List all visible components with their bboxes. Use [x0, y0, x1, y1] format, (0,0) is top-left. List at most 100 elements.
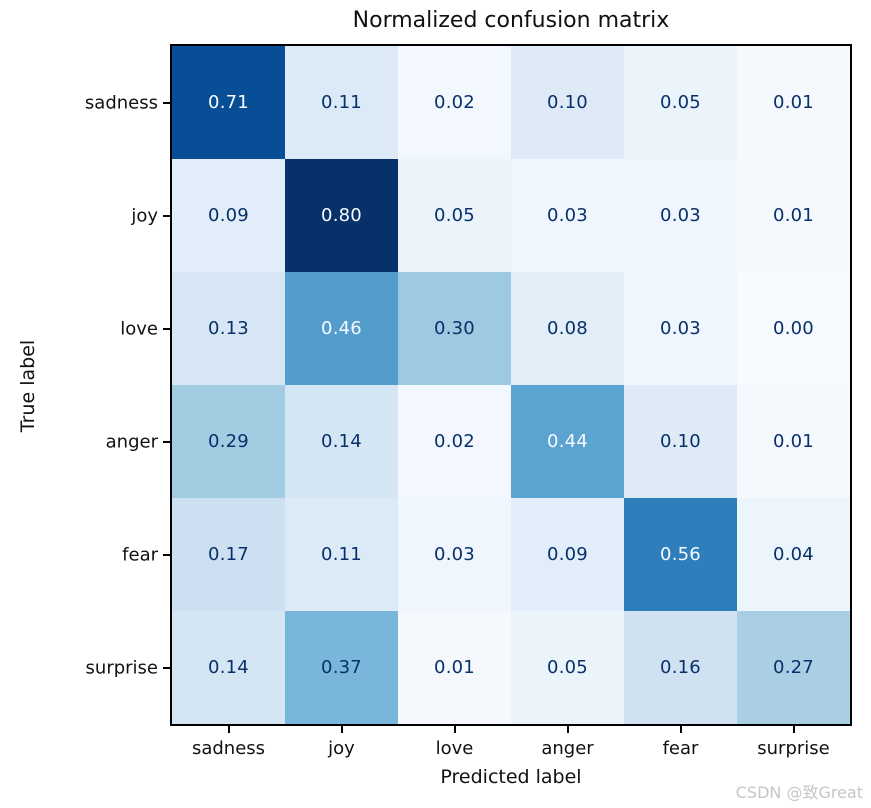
tick-mark [566, 726, 569, 733]
cell-value: 0.05 [434, 205, 475, 226]
x-tick-label: joy [328, 738, 355, 759]
tick-mark [792, 726, 795, 733]
cell-value: 0.04 [773, 544, 814, 565]
y-tick-label: sadness [84, 92, 158, 113]
y-tick-label: joy [131, 205, 158, 226]
cell-value: 0.56 [660, 544, 701, 565]
matrix-cell: 0.10 [624, 385, 737, 498]
matrix-cell: 0.08 [511, 272, 624, 385]
matrix-cell: 0.14 [172, 611, 285, 724]
cell-value: 0.01 [434, 657, 475, 678]
cell-value: 0.14 [321, 431, 362, 452]
matrix-cell: 0.29 [172, 385, 285, 498]
cell-value: 0.03 [547, 205, 588, 226]
matrix-cell: 0.10 [511, 46, 624, 159]
matrix-cell: 0.05 [511, 611, 624, 724]
matrix-cell: 0.09 [172, 159, 285, 272]
cell-value: 0.44 [547, 431, 588, 452]
matrix-cell: 0.01 [737, 385, 850, 498]
cell-value: 0.01 [773, 205, 814, 226]
y-tick-label: surprise [85, 657, 158, 678]
cell-value: 0.27 [773, 657, 814, 678]
matrix-cell: 0.03 [398, 498, 511, 611]
cell-value: 0.01 [773, 92, 814, 113]
watermark: CSDN @致Great [735, 783, 863, 802]
y-axis-title: True label [17, 339, 39, 433]
matrix-cell: 0.11 [285, 498, 398, 611]
cell-value: 0.17 [208, 544, 249, 565]
tick-mark [163, 666, 170, 669]
matrix-cell: 0.02 [398, 385, 511, 498]
cell-value: 0.00 [773, 318, 814, 339]
matrix-cell: 0.02 [398, 46, 511, 159]
matrix-cell: 0.27 [737, 611, 850, 724]
cell-value: 0.30 [434, 318, 475, 339]
x-tick-label: love [435, 738, 474, 759]
x-axis-title: Predicted label [440, 766, 582, 788]
cell-value: 0.05 [660, 92, 701, 113]
matrix-cell: 0.14 [285, 385, 398, 498]
matrix-cell: 0.30 [398, 272, 511, 385]
cell-value: 0.09 [547, 544, 588, 565]
matrix-cell: 0.04 [737, 498, 850, 611]
cell-value: 0.03 [660, 318, 701, 339]
matrix-cell: 0.01 [737, 159, 850, 272]
cell-value: 0.09 [208, 205, 249, 226]
cell-value: 0.46 [321, 318, 362, 339]
matrix-cell: 0.11 [285, 46, 398, 159]
x-tick-label: fear [662, 738, 699, 759]
cell-value: 0.08 [547, 318, 588, 339]
cell-value: 0.11 [321, 92, 362, 113]
tick-mark [163, 440, 170, 443]
cell-value: 0.02 [434, 431, 475, 452]
tick-mark [163, 327, 170, 330]
cell-value: 0.05 [547, 657, 588, 678]
plot-frame: 0.71 0.11 0.02 0.10 0.05 0.01 0.09 0.80 0.05 0.03… [170, 44, 852, 726]
matrix-cell: 0.03 [624, 272, 737, 385]
y-tick-label: fear [122, 544, 158, 565]
x-tick-label: anger [541, 738, 594, 759]
cell-value: 0.01 [773, 431, 814, 452]
cell-value: 0.14 [208, 657, 249, 678]
matrix-cell: 0.05 [398, 159, 511, 272]
y-tick-label: love [120, 318, 158, 339]
tick-mark [679, 726, 682, 733]
matrix-cell: 0.09 [511, 498, 624, 611]
matrix-cell: 0.71 [172, 46, 285, 159]
matrix-cell: 0.17 [172, 498, 285, 611]
matrix-cell: 0.80 [285, 159, 398, 272]
x-tick-label: sadness [191, 738, 266, 759]
cell-value: 0.03 [434, 544, 475, 565]
y-tick-label: anger [105, 431, 158, 452]
cell-value: 0.10 [660, 431, 701, 452]
matrix-cell: 0.56 [624, 498, 737, 611]
tick-mark [163, 214, 170, 217]
tick-mark [453, 726, 456, 733]
cell-value: 0.29 [208, 431, 249, 452]
cell-value: 0.11 [321, 544, 362, 565]
x-tick-label: surprise [757, 738, 830, 759]
tick-mark [340, 726, 343, 733]
cell-value: 0.80 [321, 205, 362, 226]
matrix-cell: 0.37 [285, 611, 398, 724]
tick-mark [227, 726, 230, 733]
cell-value: 0.02 [434, 92, 475, 113]
matrix-cell: 0.46 [285, 272, 398, 385]
matrix-cell: 0.00 [737, 272, 850, 385]
matrix-cell: 0.01 [398, 611, 511, 724]
matrix-cell: 0.05 [624, 46, 737, 159]
cell-value: 0.03 [660, 205, 701, 226]
matrix-cell: 0.13 [172, 272, 285, 385]
cell-value: 0.13 [208, 318, 249, 339]
chart-title: Normalized confusion matrix [352, 8, 670, 33]
cell-value: 0.71 [208, 92, 249, 113]
matrix-cell: 0.16 [624, 611, 737, 724]
cell-value: 0.10 [547, 92, 588, 113]
cell-value: 0.37 [321, 657, 362, 678]
matrix-cell: 0.01 [737, 46, 850, 159]
matrix-cell: 0.44 [511, 385, 624, 498]
plot-area: 0.71 0.11 0.02 0.10 0.05 0.01 0.09 0.80 0.05 0.03… [172, 46, 850, 724]
tick-mark [163, 553, 170, 556]
matrix-cell: 0.03 [624, 159, 737, 272]
